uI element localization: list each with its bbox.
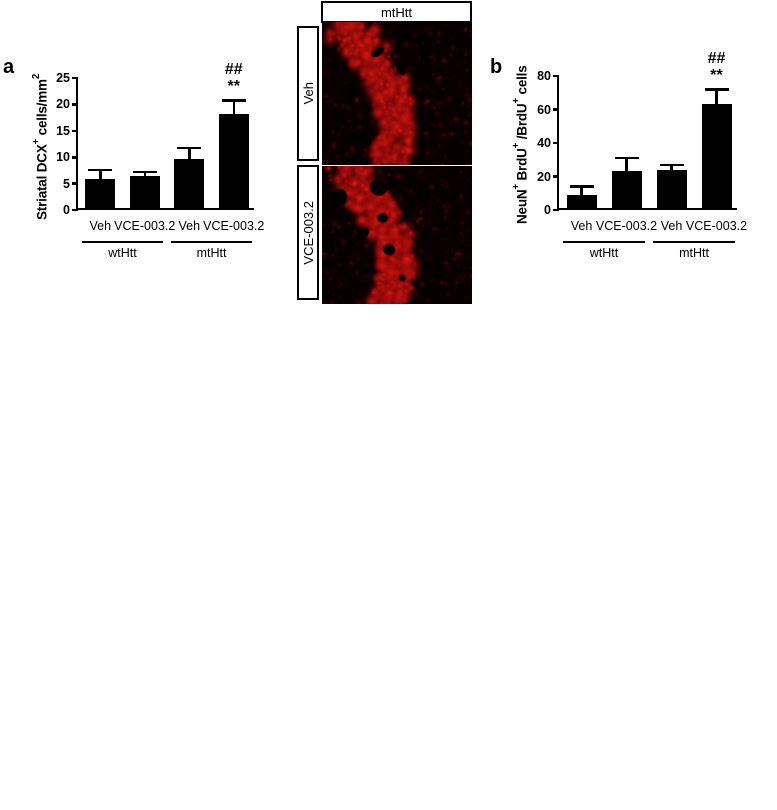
group-rule-b-mtHtt (653, 241, 735, 243)
errorbar-a-1 (143, 173, 146, 176)
y-tick-label-b-40: 40 (537, 136, 551, 150)
bar-b-2 (656, 170, 687, 208)
y-tick-label-a-15: 15 (56, 123, 70, 138)
dcx-row-label-vce: VCE-003.2 (297, 165, 319, 300)
group-rule-b-wtHtt (563, 241, 645, 243)
errorcap-b-2 (659, 163, 684, 167)
panel-b-letter: b (490, 56, 503, 78)
micrograph-layer (322, 22, 472, 165)
bar-a-2 (174, 158, 205, 208)
y-tick-label-b-0: 0 (544, 203, 551, 217)
y-tick-label-a-0: 0 (63, 203, 70, 217)
significance-mark-b-1: ** (710, 66, 723, 84)
bar-b-3 (701, 104, 732, 208)
y-tick-label-a-5: 5 (63, 176, 70, 191)
group-label-b-wtHtt: wtHtt (589, 246, 619, 260)
y-tick-b-0 (553, 208, 559, 212)
chart-panel-b: NeuN+ BrdU+ /BrdU+ cells 0 20 40 60 80 Veh VCE… (480, 0, 777, 275)
y-tick-b-60 (553, 108, 559, 111)
y-tick-b-80 (553, 74, 559, 78)
group-label-b-mtHtt: mtHtt (679, 246, 709, 260)
chart-b-plot-area: 0 20 40 60 80 Veh VCE-003.2 Veh VCE-003.2 ## ** wtH… (537, 50, 747, 260)
y-tick-a-15 (72, 129, 78, 133)
group-rule-a-mtHtt (171, 241, 252, 243)
chart-a-y-axis-title: Striatal DCX+ cells/mm2 (31, 72, 50, 222)
y-tick-a-5 (72, 182, 78, 185)
errorbar-a-3 (232, 101, 235, 114)
x-label-b-2: Veh (660, 219, 683, 233)
y-tick-b-20 (553, 175, 559, 178)
y-tick-label-b-20: 20 (537, 169, 551, 184)
errorcap-a-3 (221, 99, 246, 102)
group-label-a-mtHtt: mtHtt (196, 246, 227, 260)
bar-a-3 (218, 113, 249, 208)
bar-b-1 (611, 171, 642, 208)
errorcap-b-3 (704, 88, 729, 91)
x-label-b-3: VCE-003.2 (685, 219, 748, 233)
errorcap-a-0 (88, 168, 113, 172)
x-label-a-0: Veh (89, 219, 112, 233)
x-label-b-1: VCE-003.2 (595, 219, 658, 233)
errorbar-b-1 (625, 159, 628, 172)
chart-b-y-axis-title: NeuN+ BrdU+ /BrdU+ cells (511, 62, 530, 227)
errorbar-b-2 (670, 166, 673, 171)
x-label-a-2: Veh (178, 219, 201, 233)
significance-mark-a-0: ## (224, 61, 243, 79)
x-label-b-0: Veh (570, 219, 593, 233)
dcx-micrograph-vce (322, 166, 472, 304)
y-tick-label-a-10: 10 (56, 150, 70, 165)
y-tick-a-25 (72, 76, 78, 80)
group-label-a-wtHtt: wtHtt (108, 246, 137, 260)
panel-a-letter: a (3, 56, 15, 78)
dcx-row-label-veh-text: Veh (300, 82, 316, 105)
significance-annotation-b: ## ** (687, 50, 747, 85)
y-tick-a-0 (72, 208, 78, 212)
significance-annotation-a: ## ** (204, 61, 264, 96)
group-rule-a-wtHtt (82, 241, 163, 243)
bar-b-0 (566, 195, 597, 208)
errorcap-a-1 (132, 170, 157, 174)
y-tick-label-b-80: 80 (537, 69, 551, 83)
chart-a-y-axis-title-text: Striatal DCX+ cells/mm2 (31, 73, 50, 221)
y-tick-a-20 (72, 103, 78, 106)
dcx-header-mthtt: mtHtt (321, 1, 472, 23)
dcx-micrograph-veh (322, 22, 472, 165)
x-label-a-1: VCE-003.2 (114, 219, 176, 233)
significance-mark-a-1: ** (227, 78, 240, 96)
dcx-row-label-veh: Veh (297, 26, 319, 161)
y-tick-b-40 (553, 141, 559, 145)
errorbar-a-0 (99, 171, 102, 179)
chart-panel-a: Striatal DCX+ cells/mm2 0 5 10 15 20 25 Veh VCE… (0, 0, 290, 275)
errorbar-b-3 (715, 90, 718, 105)
x-label-a-3: VCE-003.2 (203, 219, 265, 233)
y-tick-a-10 (72, 156, 78, 159)
errorcap-b-0 (569, 185, 594, 188)
errorcap-a-2 (177, 146, 202, 150)
significance-mark-b-0: ## (707, 50, 726, 68)
bar-a-1 (129, 175, 160, 208)
errorbar-b-0 (580, 187, 583, 196)
y-tick-label-a-25: 25 (56, 71, 70, 85)
y-tick-label-b-60: 60 (537, 102, 551, 117)
errorcap-b-1 (614, 156, 639, 160)
micrograph-layer (322, 166, 472, 304)
chart-b-y-axis-title-text: NeuN+ BrdU+ /BrdU+ cells (511, 65, 530, 224)
bar-a-0 (85, 178, 116, 208)
dcx-row-label-vce-text: VCE-003.2 (300, 200, 316, 265)
chart-a-plot-area: 0 5 10 15 20 25 Veh VCE-003.2 Veh VCE-003.2 ## ** wt… (56, 61, 264, 260)
y-tick-label-a-20: 20 (56, 97, 70, 112)
errorbar-a-2 (188, 149, 191, 159)
